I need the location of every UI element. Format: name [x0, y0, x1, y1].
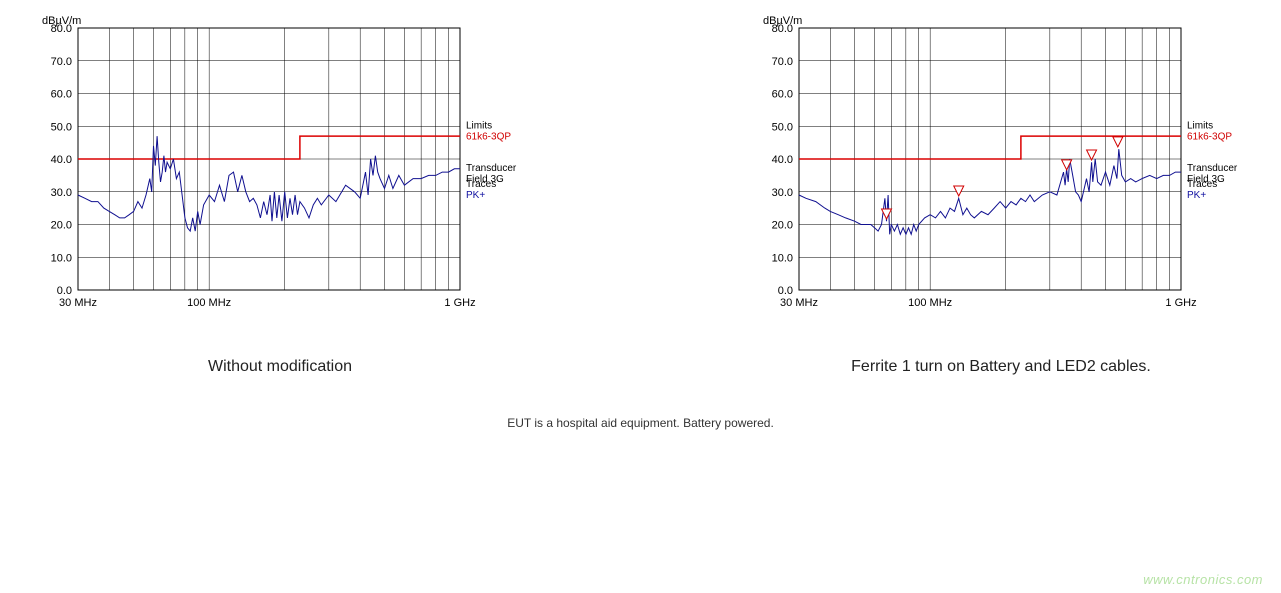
x-tick-label: 1 GHz	[1165, 297, 1196, 309]
y-tick-label: 50.0	[51, 121, 72, 133]
legend-transducer-label: Transducer	[466, 163, 517, 174]
y-tick-label: 20.0	[51, 220, 72, 232]
y-tick-label: 50.0	[772, 121, 793, 133]
legend-limits-label: Limits	[466, 120, 492, 131]
trace-line	[78, 136, 460, 231]
y-tick-label: 80.0	[772, 23, 793, 35]
y-tick-label: 40.0	[772, 154, 793, 166]
x-tick-label: 30 MHz	[780, 297, 818, 309]
legend-traces-label: Traces	[466, 179, 496, 190]
y-tick-label: 70.0	[51, 56, 72, 68]
y-tick-label: 30.0	[51, 187, 72, 199]
limit-line	[78, 136, 460, 159]
y-tick-label: 0.0	[778, 285, 793, 297]
marker-icon	[954, 186, 964, 196]
legend-limits-name: 61k6-3QP	[466, 131, 511, 142]
limit-line	[799, 136, 1181, 159]
legend-limits-label: Limits	[1187, 120, 1213, 131]
y-tick-label: 10.0	[772, 252, 793, 264]
legend-traces-name: PK+	[1187, 190, 1206, 201]
x-tick-label: 100 MHz	[908, 297, 952, 309]
emc-chart: dBµV/m0.010.020.030.040.050.060.070.080.…	[751, 10, 1251, 330]
x-tick-label: 100 MHz	[187, 297, 231, 309]
marker-icon	[1062, 160, 1072, 170]
y-tick-label: 60.0	[51, 89, 72, 101]
footer-caption: EUT is a hospital aid equipment. Battery…	[0, 416, 1281, 430]
legend-limits-name: 61k6-3QP	[1187, 131, 1232, 142]
legend-traces-name: PK+	[466, 190, 485, 201]
y-tick-label: 0.0	[57, 285, 72, 297]
marker-icon	[1087, 150, 1097, 160]
y-tick-label: 60.0	[772, 89, 793, 101]
y-tick-label: 30.0	[772, 187, 793, 199]
y-tick-label: 40.0	[51, 154, 72, 166]
legend-traces-label: Traces	[1187, 179, 1217, 190]
legend-transducer-label: Transducer	[1187, 163, 1238, 174]
chart-block: dBµV/m0.010.020.030.040.050.060.070.080.…	[30, 10, 530, 376]
y-tick-label: 70.0	[772, 56, 793, 68]
y-tick-label: 10.0	[51, 252, 72, 264]
chart-caption: Ferrite 1 turn on Battery and LED2 cable…	[751, 358, 1251, 376]
emc-chart: dBµV/m0.010.020.030.040.050.060.070.080.…	[30, 10, 530, 330]
watermark: www.cntronics.com	[1143, 572, 1263, 587]
marker-icon	[1113, 137, 1123, 147]
chart-block: dBµV/m0.010.020.030.040.050.060.070.080.…	[751, 10, 1251, 376]
y-tick-label: 80.0	[51, 23, 72, 35]
y-tick-label: 20.0	[772, 220, 793, 232]
x-tick-label: 1 GHz	[444, 297, 475, 309]
chart-caption: Without modification	[30, 358, 530, 376]
x-tick-label: 30 MHz	[59, 297, 97, 309]
